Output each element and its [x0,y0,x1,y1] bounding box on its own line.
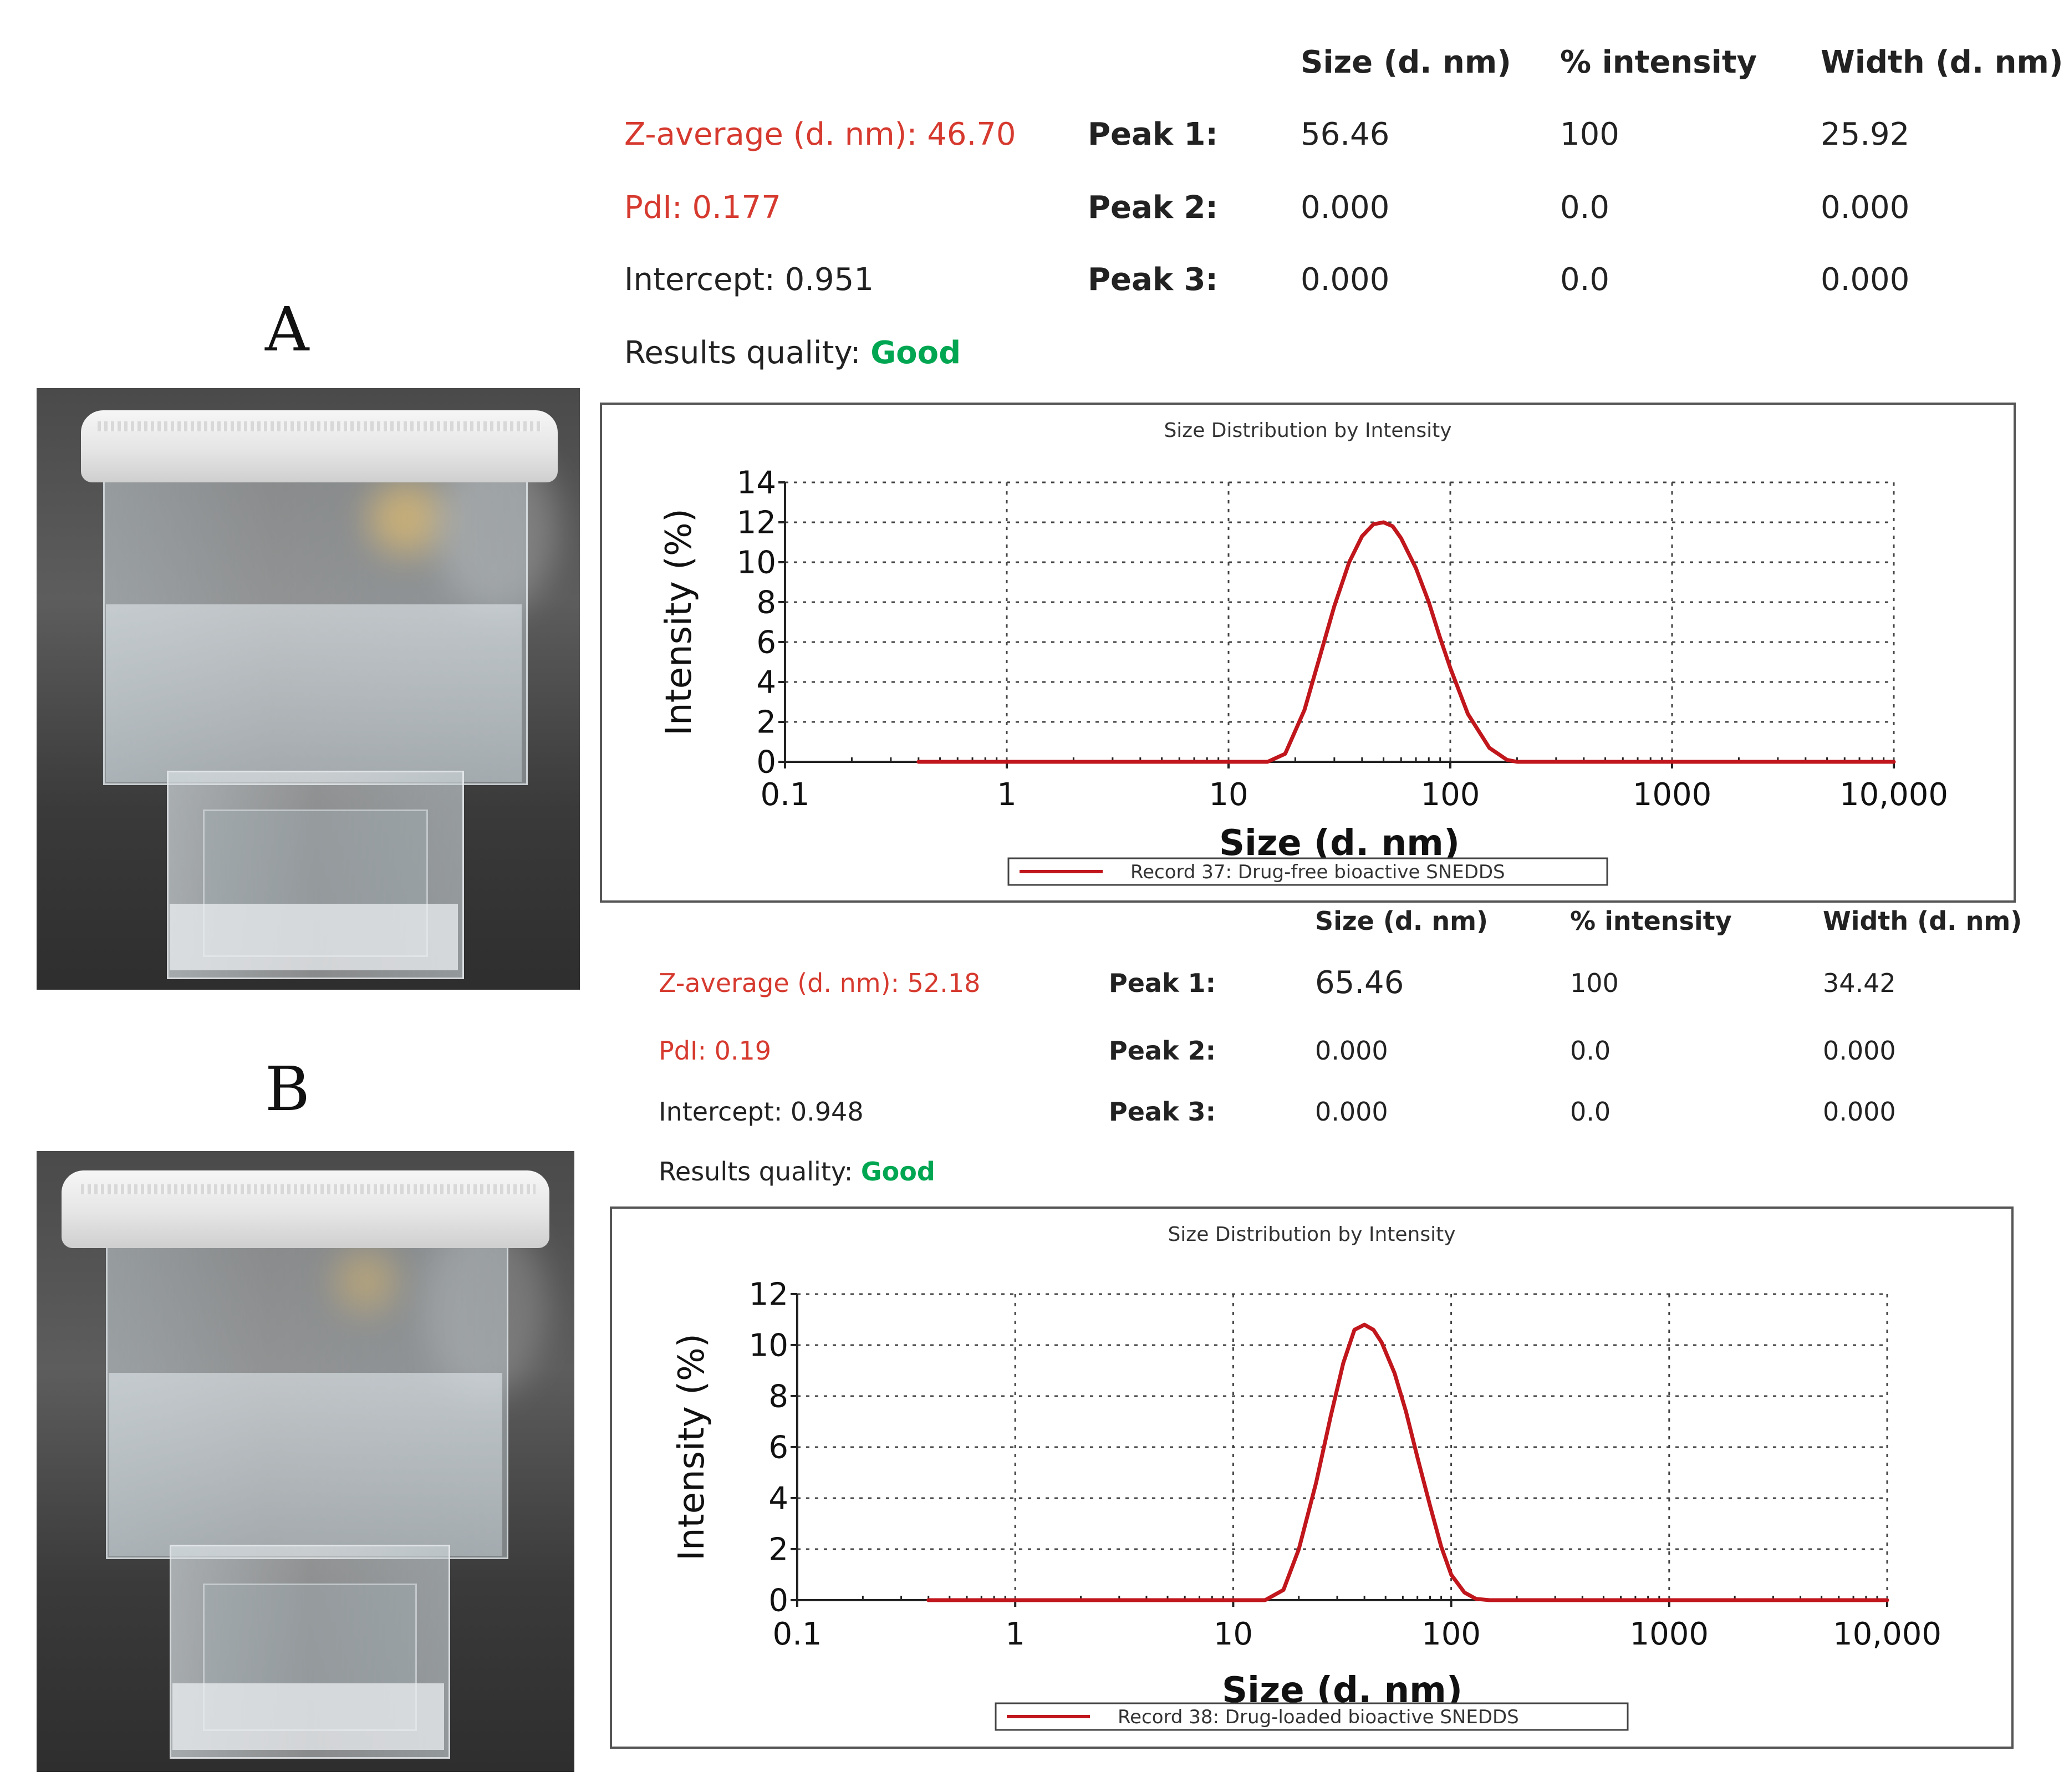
vial-lid-ridge [81,1184,536,1194]
peak2-size-b: 0.000 [1315,1036,1388,1066]
x-tick-label: 10,000 [1839,777,1948,813]
chart-title: Size Distribution by Intensity [1168,1223,1455,1246]
results-quality-label-a: Results quality: [624,335,861,371]
z-average-b: Z-average (d. nm): 52.18 [659,968,981,998]
results-quality-a: Results quality: Good [624,335,961,371]
results-quality-b: Results quality: Good [659,1157,935,1187]
y-tick-label: 8 [768,1379,788,1415]
y-tick-label: 4 [756,665,776,701]
results-quality-label-b: Results quality: [659,1157,853,1187]
vial-liquid [106,604,522,782]
y-tick-label: 0 [756,745,776,781]
vial-liquid [109,1373,502,1556]
peak3-label-b: Peak 3: [1109,1097,1216,1127]
peak3-intensity-a: 0.0 [1560,262,1610,298]
y-tick-label: 0 [768,1583,788,1619]
series-line [916,520,1896,764]
y-tick-label: 10 [749,1328,788,1364]
peak2-width-a: 0.000 [1821,190,1910,226]
header-intensity-a: % intensity [1560,44,1757,80]
chart-frame-a: Size Distribution by Intensity 0 2 4 6 8 10 12 1… [600,403,2016,903]
peak2-label-a: Peak 2: [1088,190,1218,226]
header-width-a: Width (d. nm) [1821,44,2063,80]
peak1-size-b: 65.46 [1315,965,1404,1001]
x-tick-label: 100 [1421,1616,1481,1652]
peak1-label-a: Peak 1: [1088,116,1218,152]
x-tick-label: 100 [1421,777,1480,813]
results-quality-value-a: Good [870,335,961,371]
y-tick-label: 14 [737,465,776,501]
peak1-width-a: 25.92 [1821,116,1910,152]
intercept-b: Intercept: 0.948 [659,1097,864,1127]
peak3-size-b: 0.000 [1315,1097,1388,1127]
panel-letter-a: A [265,294,309,365]
y-axis-label: Intensity (%) [659,508,700,736]
peak3-width-b: 0.000 [1823,1097,1896,1127]
y-tick-label: 6 [756,625,776,661]
peak1-label-b: Peak 1: [1109,968,1216,998]
peak2-intensity-b: 0.0 [1570,1036,1611,1066]
pdi-b: PdI: 0.19 [659,1036,772,1066]
intercept-a: Intercept: 0.951 [624,262,874,298]
vial-photo-b [37,1151,574,1772]
chart-frame-b: Size Distribution by Intensity 0 2 4 6 8 10 12 0… [610,1206,2014,1749]
header-intensity-b: % intensity [1570,906,1732,936]
panel-letter-b: B [265,1053,310,1124]
x-tick-label: 1 [997,777,1017,813]
peak3-label-a: Peak 3: [1088,262,1218,298]
size-distribution-chart-b: Size Distribution by Intensity 0 2 4 6 8 10 12 0… [671,1223,1941,1731]
legend-label: Record 38: Drug-loaded bioactive SNEDDS [1118,1706,1519,1728]
header-size-a: Size (d. nm) [1301,44,1511,80]
vial-photo-a [37,388,580,990]
y-tick-label: 10 [737,545,776,581]
x-tick-label: 1 [1005,1616,1025,1652]
pdi-a: PdI: 0.177 [624,190,781,226]
x-tick-label: 10 [1214,1616,1253,1652]
x-tick-label: 0.1 [760,777,809,813]
x-tick-label: 10,000 [1833,1616,1941,1652]
x-axis-label: Size (d. nm) [1219,823,1460,864]
results-quality-value-b: Good [860,1157,935,1187]
peak2-intensity-a: 0.0 [1560,190,1610,226]
x-tick-label: 0.1 [772,1616,822,1652]
y-tick-label: 4 [768,1481,788,1517]
header-size-b: Size (d. nm) [1315,906,1489,936]
peak2-label-b: Peak 2: [1109,1036,1216,1066]
peak3-width-a: 0.000 [1821,262,1910,298]
peak1-width-b: 34.42 [1823,968,1896,998]
y-axis-label: Intensity (%) [671,1333,712,1561]
y-tick-label: 12 [737,505,776,541]
peak2-size-a: 0.000 [1301,190,1390,226]
y-tick-label: 8 [756,585,776,621]
peak1-size-a: 56.46 [1301,116,1390,152]
legend-label: Record 37: Drug-free bioactive SNEDDS [1130,861,1505,883]
peak3-intensity-b: 0.0 [1570,1097,1611,1127]
vial-lid [62,1170,549,1248]
vial-base [170,904,458,970]
z-average-a: Z-average (d. nm): 46.70 [624,116,1016,152]
header-width-b: Width (d. nm) [1823,906,2022,936]
x-tick-label: 1000 [1630,1616,1709,1652]
y-tick-label: 6 [768,1430,788,1466]
chart-title: Size Distribution by Intensity [1164,419,1451,442]
peak3-size-a: 0.000 [1301,262,1390,298]
vial-base [172,1683,444,1750]
series-line [926,1322,1889,1602]
legend-box [995,1702,1629,1731]
x-tick-label: 1000 [1633,777,1712,813]
peak1-intensity-b: 100 [1570,968,1619,998]
vial-lid-ridge [98,421,541,431]
legend-box [1007,857,1608,886]
y-tick-label: 2 [756,705,776,741]
y-tick-label: 2 [768,1532,788,1568]
x-tick-label: 10 [1209,777,1248,813]
peak2-width-b: 0.000 [1823,1036,1896,1066]
y-tick-label: 12 [749,1277,788,1313]
size-distribution-chart-a: Size Distribution by Intensity 0 2 4 6 8 10 12 1… [659,419,1948,886]
peak1-intensity-a: 100 [1560,116,1619,152]
